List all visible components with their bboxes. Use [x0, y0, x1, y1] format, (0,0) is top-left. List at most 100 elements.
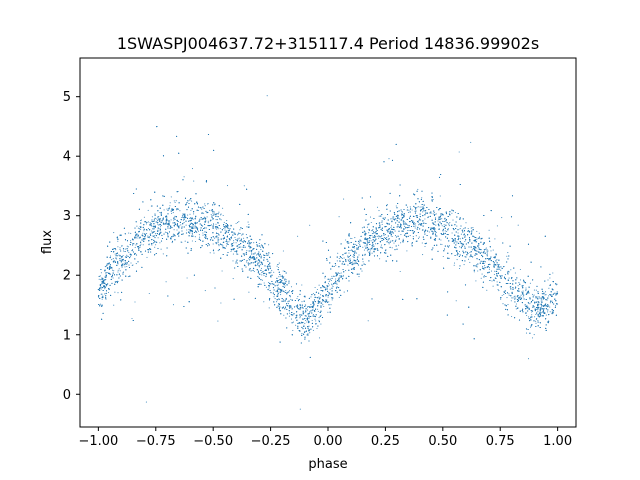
data-point — [458, 151, 460, 153]
data-point — [363, 249, 365, 251]
data-point — [381, 223, 383, 225]
data-point — [292, 321, 294, 323]
data-point — [267, 265, 269, 267]
data-point — [431, 199, 433, 201]
data-point — [237, 233, 239, 235]
data-point — [197, 209, 200, 212]
data-point — [280, 294, 282, 296]
data-point — [361, 270, 363, 272]
data-point — [215, 223, 217, 225]
data-point — [386, 237, 388, 239]
data-point — [144, 238, 146, 240]
data-point — [458, 251, 461, 253]
data-point — [101, 298, 103, 300]
data-point — [192, 218, 194, 220]
data-point — [198, 234, 200, 236]
data-point — [268, 244, 270, 246]
data-point — [257, 276, 259, 278]
data-point — [119, 248, 121, 250]
data-point — [213, 214, 215, 216]
data-point — [206, 216, 208, 218]
data-point — [444, 230, 446, 232]
data-point — [478, 246, 480, 248]
data-point — [243, 255, 245, 257]
data-point — [456, 225, 458, 227]
data-point — [423, 207, 425, 209]
data-point — [147, 221, 149, 223]
data-point — [98, 278, 100, 280]
data-point — [399, 270, 401, 273]
data-point — [432, 213, 434, 215]
data-point — [107, 271, 109, 274]
data-point — [226, 220, 228, 222]
data-point — [465, 222, 467, 224]
data-point — [146, 256, 148, 258]
data-point — [117, 240, 119, 242]
data-point — [171, 242, 173, 244]
data-point — [222, 214, 224, 217]
data-point — [122, 250, 125, 252]
data-point — [230, 237, 232, 239]
data-point — [470, 141, 472, 143]
data-point — [414, 227, 416, 229]
data-point — [358, 276, 360, 278]
data-point — [141, 240, 143, 242]
data-point — [248, 258, 250, 260]
data-point — [189, 231, 191, 233]
data-point — [176, 209, 178, 211]
data-point — [212, 212, 214, 214]
data-point — [336, 260, 338, 262]
data-point — [408, 209, 410, 211]
data-point — [301, 284, 303, 286]
data-point — [295, 324, 297, 326]
data-point — [367, 320, 369, 322]
data-point — [308, 317, 310, 319]
data-point — [380, 237, 382, 239]
data-point — [165, 281, 167, 283]
data-point — [287, 303, 289, 305]
data-point — [232, 260, 234, 262]
data-point — [451, 212, 453, 214]
data-point — [238, 232, 240, 234]
data-point — [139, 246, 141, 248]
data-point — [172, 233, 174, 235]
data-point — [214, 237, 216, 239]
data-point — [169, 205, 171, 207]
data-point — [100, 272, 102, 274]
data-point — [522, 290, 524, 292]
data-point — [453, 264, 455, 266]
data-point — [512, 297, 514, 299]
data-point — [481, 273, 483, 275]
data-point — [298, 322, 300, 324]
data-point — [338, 216, 340, 218]
data-point — [506, 255, 508, 257]
data-point — [544, 291, 547, 293]
data-point — [424, 231, 426, 233]
data-point — [99, 303, 101, 305]
data-point — [182, 216, 184, 218]
data-point — [457, 229, 459, 231]
data-point — [477, 270, 479, 272]
data-point — [104, 283, 106, 285]
data-point — [456, 235, 458, 237]
data-point — [537, 320, 539, 322]
data-point — [265, 286, 267, 288]
data-point — [352, 261, 354, 263]
data-point — [487, 250, 489, 252]
data-point — [439, 195, 441, 197]
data-point — [347, 260, 350, 262]
data-point — [146, 233, 148, 235]
data-point — [525, 311, 527, 313]
data-point — [245, 261, 248, 263]
data-point — [167, 234, 169, 236]
data-point — [277, 266, 280, 269]
data-point — [486, 253, 488, 255]
data-point — [442, 255, 444, 258]
data-point — [223, 227, 225, 230]
data-point — [238, 244, 241, 246]
data-point — [318, 317, 320, 319]
data-point — [434, 230, 436, 232]
data-point — [390, 235, 392, 237]
data-point — [318, 296, 320, 298]
data-point — [402, 238, 404, 240]
